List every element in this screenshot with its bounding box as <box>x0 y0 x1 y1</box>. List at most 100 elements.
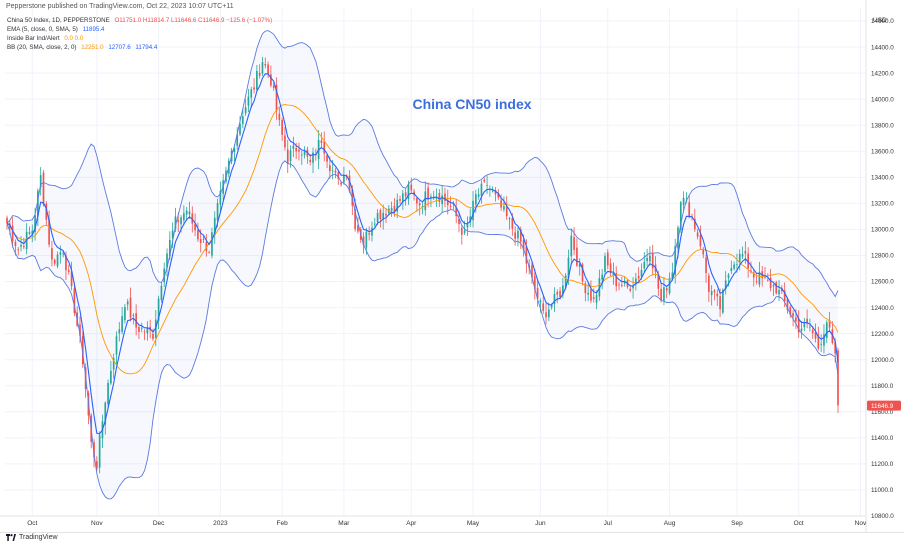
footer-bar <box>0 532 904 547</box>
candle-body <box>606 252 609 266</box>
candle-body <box>143 331 146 333</box>
candle-body <box>522 240 525 251</box>
price-tick-label: 13000.0 <box>871 227 894 234</box>
bollinger-lower-line <box>6 160 839 500</box>
price-tick-label: 10800.0 <box>871 513 894 520</box>
bollinger-basis-line <box>6 104 839 375</box>
time-tick-label: Dec <box>153 520 165 527</box>
candle-body <box>300 154 303 156</box>
time-tick-label: Nov <box>855 520 867 527</box>
candle-body <box>309 159 312 163</box>
candle-body <box>135 313 137 328</box>
legend-bb[interactable]: BB (20, SMA, close, 2, 0) 12251.0 12707.… <box>7 44 157 51</box>
candle-body <box>278 113 281 120</box>
price-tick-label: 12800.0 <box>871 253 894 260</box>
price-tick-label: 11800.0 <box>871 383 894 390</box>
candle-body <box>104 402 107 425</box>
candle-body <box>163 268 166 283</box>
candle-body <box>803 322 806 328</box>
candle-body <box>70 271 73 287</box>
legend-bb-lower: 11794.4 <box>135 44 158 51</box>
candle-body <box>587 292 589 295</box>
candle-body <box>733 264 735 269</box>
candle-body <box>811 329 814 334</box>
time-tick-label: 2023 <box>213 520 228 527</box>
tradingview-icon <box>6 534 16 541</box>
candle-body <box>578 263 581 267</box>
candle-body <box>427 187 429 200</box>
candle-body <box>674 246 677 275</box>
candle-body <box>421 206 424 208</box>
candle-body <box>643 261 646 269</box>
price-tick-label: 11200.0 <box>871 461 894 468</box>
candle-body <box>340 182 342 185</box>
candle-body <box>152 333 154 339</box>
legend-ema[interactable]: EMA (5, close, 0, SMA, 5) 11895.4 <box>7 26 104 33</box>
time-tick-label: Oct <box>794 520 804 527</box>
candle-body <box>267 64 269 74</box>
candle-body <box>373 223 376 225</box>
candle-body <box>705 257 707 273</box>
time-axis: Oct Nov Dec 2023 Feb Mar Apr May Jun Jul Aug Sep Oct… <box>0 515 867 527</box>
candle-body <box>595 295 598 303</box>
price-tick-label: 14400.0 <box>871 44 894 51</box>
candle-body <box>81 335 84 365</box>
candle-body <box>329 165 331 172</box>
candle-body <box>112 358 115 370</box>
candle-body <box>253 87 255 90</box>
candle-body <box>693 218 696 230</box>
chart-annotation: China CN50 index <box>412 96 531 112</box>
candle-body <box>472 200 474 221</box>
candle-body <box>581 264 584 282</box>
price-tick-label: 13600.0 <box>871 148 894 155</box>
candle-body <box>699 235 702 247</box>
candle-body <box>663 287 665 301</box>
candle-body <box>160 285 163 301</box>
candle-body <box>393 205 396 213</box>
candle-body <box>20 244 22 247</box>
candle-body <box>559 290 561 298</box>
candle-body <box>418 203 421 206</box>
time-tick-label: May <box>467 520 480 527</box>
candle-body <box>56 254 59 267</box>
ema-line <box>6 73 839 435</box>
candle-body <box>629 288 632 291</box>
candle-body <box>792 313 794 317</box>
candle-body <box>390 207 393 212</box>
price-tick-label: 13200.0 <box>871 201 894 208</box>
candle-body <box>385 213 387 216</box>
candle-body <box>407 184 410 200</box>
price-tick-label: 12000.0 <box>871 357 894 364</box>
candle-body <box>474 194 477 205</box>
candle-body <box>800 328 803 331</box>
candle-body <box>637 275 640 279</box>
candle-body <box>814 332 817 339</box>
candle-body <box>609 263 612 274</box>
candle-body <box>37 190 39 217</box>
candle-body <box>713 290 716 293</box>
candle-body <box>292 145 295 149</box>
candle-body <box>343 175 345 183</box>
candle-body <box>157 298 160 321</box>
time-tick-label: Oct <box>27 520 37 527</box>
legend-inside-bar[interactable]: Inside Bar Ind/Alert 0.0 0.0 <box>7 35 83 42</box>
candle-body <box>747 253 750 269</box>
candle-body <box>525 246 528 264</box>
candle-body <box>564 275 567 288</box>
price-tick-label: 14000.0 <box>871 96 894 103</box>
candle-body <box>766 279 769 281</box>
time-tick-label: Nov <box>91 520 103 527</box>
candle-body <box>368 233 371 235</box>
candle-body <box>730 267 733 272</box>
candle-body <box>789 306 792 315</box>
legend-symbol[interactable]: China 50 Index, 1D, PEPPERSTONE O11751.0… <box>7 17 272 24</box>
legend-inside-bar-value: 0.0 0.0 <box>64 35 84 42</box>
candle-body <box>303 151 306 155</box>
candle-body <box>795 317 797 322</box>
candle-body <box>180 217 182 225</box>
tradingview-logo[interactable]: TradingView <box>6 534 58 541</box>
candle-body <box>28 232 31 234</box>
candle-body <box>463 230 466 233</box>
